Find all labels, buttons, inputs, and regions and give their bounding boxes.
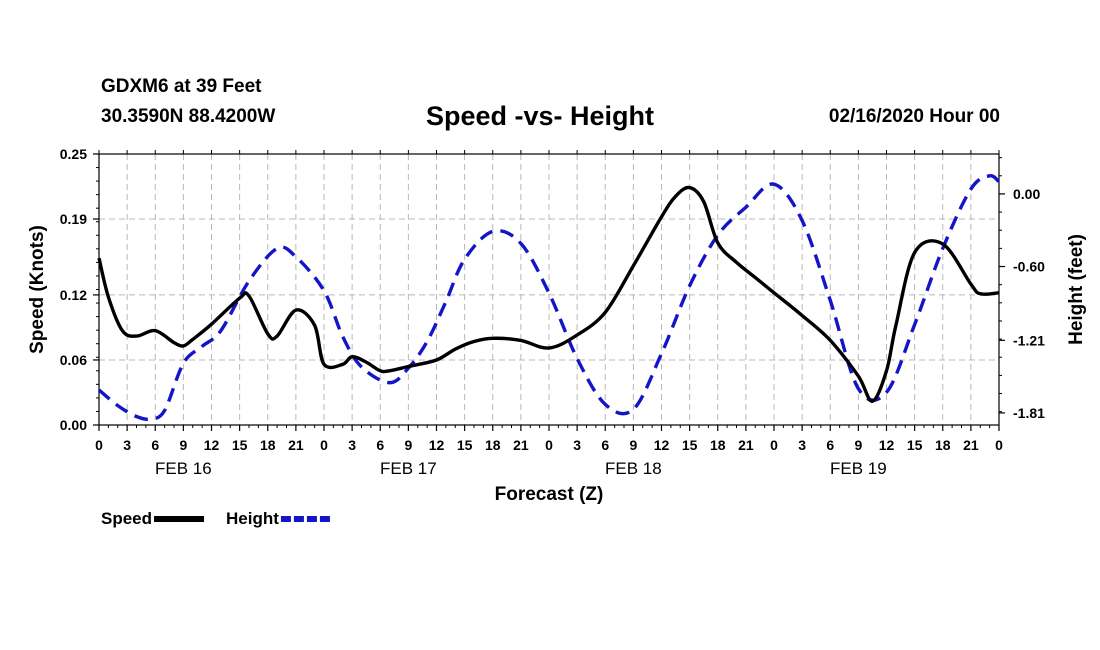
x-tick-label: 9 [854, 437, 862, 453]
x-tick-label: 18 [485, 437, 501, 453]
date-label: FEB 19 [830, 459, 887, 478]
y-left-axis-title: Speed (Knots) [27, 225, 48, 354]
x-tick-label: 3 [123, 437, 131, 453]
forecast-datetime: 02/16/2020 Hour 00 [828, 106, 1000, 127]
x-tick-label: 9 [629, 437, 637, 453]
x-tick-label: 21 [963, 437, 979, 453]
x-tick-label: 3 [573, 437, 581, 453]
x-tick-label: 3 [798, 437, 806, 453]
x-tick-label: 12 [879, 437, 895, 453]
x-tick-label: 6 [826, 437, 834, 453]
x-tick-label: 18 [710, 437, 726, 453]
y-right-tick-label: -0.60 [1013, 259, 1045, 275]
legend-label-speed: Speed [101, 509, 152, 528]
x-tick-label: 9 [179, 437, 187, 453]
chart-title: Speed -vs- Height [426, 101, 655, 131]
legend: Speed Height [101, 509, 331, 528]
coordinates-label: 30.3590N 88.4200W [101, 106, 276, 127]
x-tick-label: 9 [404, 437, 412, 453]
x-tick-label: 12 [654, 437, 670, 453]
x-tick-label: 12 [204, 437, 220, 453]
legend-label-height: Height [226, 509, 279, 528]
grid [99, 154, 999, 425]
y-right-axis-title: Height (feet) [1066, 234, 1087, 345]
y-left-tick-label: 0.06 [60, 352, 87, 368]
x-axis-title: Forecast (Z) [495, 484, 604, 505]
date-label: FEB 17 [380, 459, 437, 478]
x-tick-label: 0 [95, 437, 103, 453]
x-tick-label: 6 [376, 437, 384, 453]
date-label: FEB 18 [605, 459, 662, 478]
x-tick-label: 12 [429, 437, 445, 453]
x-tick-label: 15 [682, 437, 698, 453]
station-label: GDXM6 at 39 Feet [101, 76, 262, 97]
y-left-tick-label: 0.19 [60, 211, 87, 227]
x-tick-label: 0 [770, 437, 778, 453]
x-tick-label: 15 [232, 437, 248, 453]
x-tick-label: 21 [513, 437, 529, 453]
series-line-height [97, 173, 1001, 422]
x-tick-label: 21 [738, 437, 754, 453]
series-lines [97, 173, 1001, 422]
y-right-tick-label: 0.00 [1013, 186, 1040, 202]
x-tick-label: 0 [995, 437, 1003, 453]
x-tick-label: 3 [348, 437, 356, 453]
y-right-tick-label: -1.21 [1013, 332, 1045, 348]
x-tick-label: 0 [320, 437, 328, 453]
x-tick-label: 15 [457, 437, 473, 453]
date-label: FEB 16 [155, 459, 212, 478]
x-tick-label: 18 [260, 437, 276, 453]
x-tick-label: 18 [935, 437, 951, 453]
x-tick-label: 0 [545, 437, 553, 453]
x-tick-label: 21 [288, 437, 304, 453]
y-left-tick-label: 0.00 [60, 417, 87, 433]
series-line-speed [97, 185, 1000, 403]
x-tick-label: 6 [601, 437, 609, 453]
y-left-tick-label: 0.12 [60, 287, 87, 303]
x-tick-label: 6 [151, 437, 159, 453]
axis-ticks [93, 150, 1005, 431]
x-tick-label: 15 [907, 437, 923, 453]
y-left-tick-label: 0.25 [60, 146, 87, 162]
y-right-tick-label: -1.81 [1013, 405, 1045, 421]
axis-labels: 0 3 6 9 12 15 18 21 0 3 6 9 12 15 18 21 0 3 6 9 12 15 18 21 0 3 6 9… [27, 146, 1087, 505]
